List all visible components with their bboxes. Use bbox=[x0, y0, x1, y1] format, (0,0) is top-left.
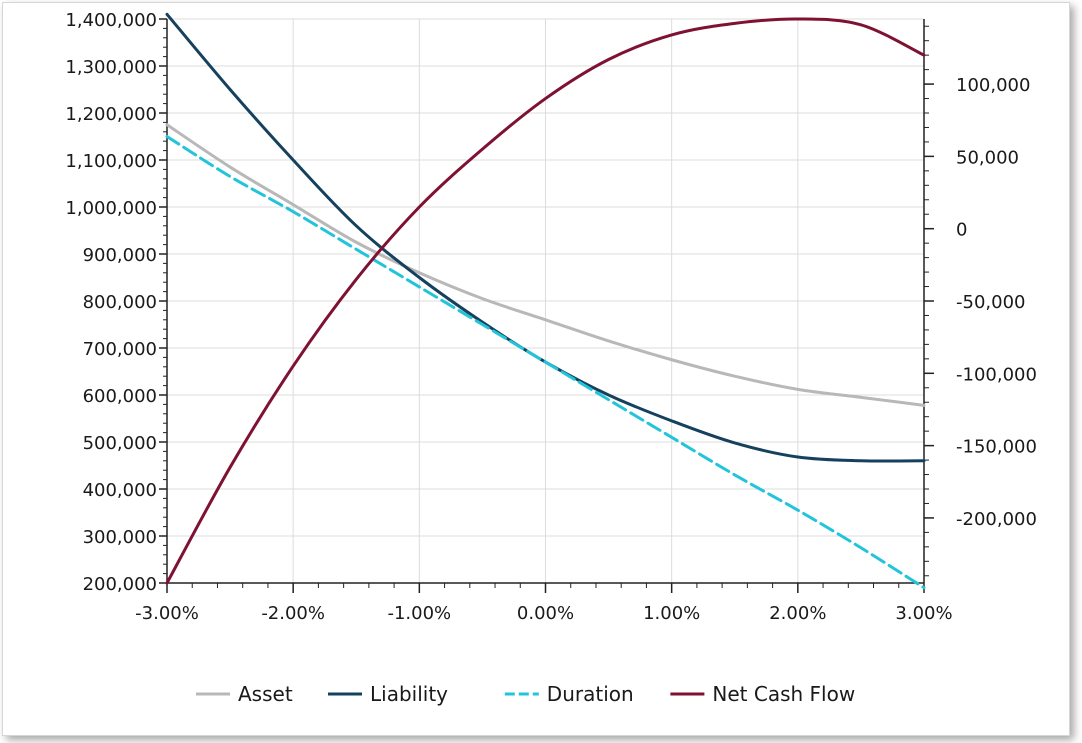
y-left-tick-label: 900,000 bbox=[83, 245, 157, 266]
x-tick-label: -2.00% bbox=[261, 603, 325, 624]
y-right-tick-label: -200,000 bbox=[956, 509, 1037, 530]
series-lines bbox=[165, 12, 926, 590]
x-tick-label: 1.00% bbox=[643, 603, 700, 624]
y-left-tick-label: 1,400,000 bbox=[65, 10, 157, 31]
x-tick-label: 3.00% bbox=[895, 603, 952, 624]
y-left-tick-label: 1,300,000 bbox=[65, 57, 157, 78]
legend: Asset Liability Duration Net Cash Flow bbox=[196, 682, 855, 706]
y-right-tick-label: 100,000 bbox=[956, 75, 1030, 96]
chart-frame: -3.00% -2.00% -1.00% 0.00% 1.00% 2.00% 3.00% 20… bbox=[2, 2, 1070, 736]
line-chart: -3.00% -2.00% -1.00% 0.00% 1.00% 2.00% 3.00% 20… bbox=[65, 10, 1037, 706]
y-left-tick-label: 200,000 bbox=[83, 574, 157, 595]
y-right-tick-label: -100,000 bbox=[956, 364, 1037, 385]
y-left-tick-label: 1,200,000 bbox=[65, 104, 157, 125]
x-tick-label: 2.00% bbox=[769, 603, 826, 624]
y-left-tick-label: 800,000 bbox=[83, 292, 157, 313]
y-left-tick-label: 600,000 bbox=[83, 386, 157, 407]
y-left-tick-label: 1,000,000 bbox=[65, 198, 157, 219]
legend-label-liability: Liability bbox=[370, 682, 448, 706]
legend-label-asset: Asset bbox=[238, 682, 293, 706]
y-right-tick-label: -50,000 bbox=[956, 292, 1025, 313]
y-left-tick-label: 500,000 bbox=[83, 433, 157, 454]
y-right-tick-label: 50,000 bbox=[956, 147, 1019, 168]
y-left-tick-label: 700,000 bbox=[83, 339, 157, 360]
series-line-duration bbox=[165, 135, 926, 590]
y-left-tick-label: 400,000 bbox=[83, 480, 157, 501]
y-left-tick-label: 300,000 bbox=[83, 527, 157, 548]
y-left-tick-label: 1,100,000 bbox=[65, 151, 157, 172]
y-right-tick-label: -150,000 bbox=[956, 437, 1037, 458]
legend-label-duration: Duration bbox=[547, 682, 634, 706]
series-line-asset bbox=[165, 123, 926, 407]
x-tick-label: -1.00% bbox=[387, 603, 451, 624]
y-right-tick-label: 0 bbox=[956, 220, 967, 241]
grid-lines bbox=[166, 18, 925, 584]
legend-label-net-cash-flow: Net Cash Flow bbox=[712, 682, 855, 706]
axes: -3.00% -2.00% -1.00% 0.00% 1.00% 2.00% 3.00% 20… bbox=[65, 10, 1037, 624]
x-tick-label: 0.00% bbox=[517, 603, 574, 624]
series-line-net-cash-flow bbox=[165, 17, 926, 585]
x-tick-label: -3.00% bbox=[135, 603, 199, 624]
